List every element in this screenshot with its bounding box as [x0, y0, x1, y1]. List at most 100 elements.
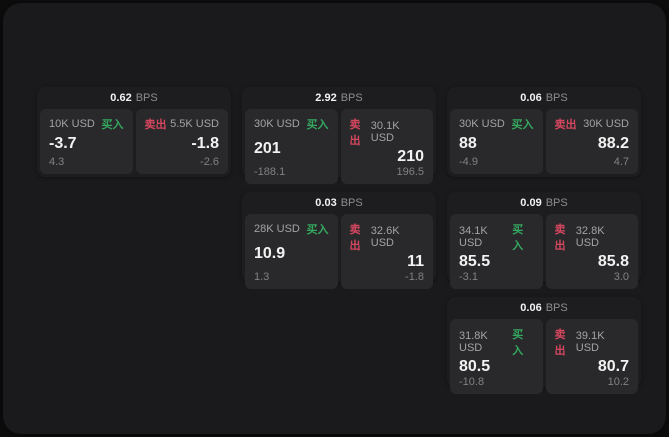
- quote-panels: 10K USD 买入 -3.7 4.3 卖出 5.5K USD -1.8 -2.…: [37, 109, 231, 177]
- sell-label: 卖出: [554, 329, 566, 357]
- sell-price: 80.7: [597, 358, 629, 375]
- sell-quote-panel[interactable]: 卖出 32.8K USD 85.8 3.0: [545, 214, 638, 289]
- sell-amount: 5.5K USD: [170, 118, 219, 130]
- quote-card: 0.09 BPS 34.1K USD 买入 85.5 -3.1 卖出 32.8K…: [447, 192, 641, 289]
- buy-price: 85.5: [459, 253, 491, 270]
- buy-panel-header: 10K USD 买入: [49, 116, 124, 132]
- buy-price: 10.9: [254, 245, 286, 262]
- quote-card: 0.03 BPS 28K USD 买入 10.9 1.3 卖出 32.6K US…: [242, 192, 436, 289]
- bps-value: 0.62: [110, 92, 132, 104]
- trading-quote-board: 0.62 BPS 10K USD 买入 -3.7 4.3 卖出 5.5K USD…: [3, 3, 666, 434]
- buy-price: 88: [459, 135, 477, 152]
- quote-card: 2.92 BPS 30K USD 买入 201 -188.1 卖出 30.1K …: [242, 87, 436, 184]
- buy-panel-header: 34.1K USD 买入: [459, 221, 534, 253]
- quote-panels: 30K USD 买入 201 -188.1 卖出 30.1K USD 210 1…: [242, 109, 436, 187]
- sell-quote-panel[interactable]: 卖出 5.5K USD -1.8 -2.6: [135, 109, 228, 174]
- buy-delta: -3.1: [459, 271, 478, 283]
- buy-panel-header: 31.8K USD 买入: [459, 326, 534, 358]
- sell-quote-panel[interactable]: 卖出 30K USD 88.2 4.7: [545, 109, 638, 174]
- bps-value: 0.03: [315, 197, 337, 209]
- sell-delta: 3.0: [613, 271, 629, 283]
- bps-header: 0.03 BPS: [242, 192, 436, 214]
- sell-panel-header: 卖出 39.1K USD: [555, 326, 630, 358]
- sell-panel-header: 卖出 30.1K USD: [350, 116, 425, 148]
- bps-header: 0.09 BPS: [447, 192, 641, 214]
- sell-amount: 32.6K USD: [370, 225, 400, 249]
- quote-panels: 34.1K USD 买入 85.5 -3.1 卖出 32.8K USD 85.8…: [447, 214, 641, 292]
- buy-amount: 34.1K USD: [459, 225, 488, 249]
- bps-unit-label: BPS: [340, 197, 363, 209]
- buy-price: 80.5: [459, 358, 491, 375]
- sell-quote-panel[interactable]: 卖出 30.1K USD 210 196.5: [340, 109, 433, 184]
- quote-card: 0.62 BPS 10K USD 买入 -3.7 4.3 卖出 5.5K USD…: [37, 87, 231, 177]
- buy-amount: 28K USD: [254, 223, 300, 235]
- buy-amount: 30K USD: [254, 118, 300, 130]
- buy-panel-header: 28K USD 买入: [254, 221, 329, 237]
- buy-panel-header: 30K USD 买入: [459, 116, 534, 132]
- quote-panels: 31.8K USD 买入 80.5 -10.8 卖出 39.1K USD 80.…: [447, 319, 641, 397]
- sell-price: 210: [397, 148, 424, 165]
- bps-unit-label: BPS: [340, 92, 363, 104]
- sell-delta: 10.2: [607, 376, 629, 388]
- buy-delta: -188.1: [254, 166, 286, 178]
- bps-value: 0.09: [520, 197, 542, 209]
- bps-header: 0.06 BPS: [447, 297, 641, 319]
- sell-label: 卖出: [554, 119, 577, 131]
- sell-amount: 39.1K USD: [575, 330, 605, 354]
- buy-label: 买入: [306, 224, 329, 236]
- buy-amount: 10K USD: [49, 118, 95, 130]
- buy-delta: 1.3: [254, 271, 270, 283]
- buy-quote-panel[interactable]: 10K USD 买入 -3.7 4.3: [40, 109, 133, 174]
- bps-unit-label: BPS: [545, 302, 568, 314]
- quote-card: 0.06 BPS 30K USD 买入 88 -4.9 卖出 30K USD 8…: [447, 87, 641, 177]
- sell-amount: 32.8K USD: [575, 225, 605, 249]
- bps-unit-label: BPS: [545, 92, 568, 104]
- bps-value: 0.06: [520, 92, 542, 104]
- buy-delta: -10.8: [459, 376, 485, 388]
- buy-quote-panel[interactable]: 30K USD 买入 88 -4.9: [450, 109, 543, 174]
- bps-header: 0.62 BPS: [37, 87, 231, 109]
- sell-price: -1.8: [191, 135, 219, 152]
- sell-panel-header: 卖出 30K USD: [555, 116, 630, 132]
- buy-delta: -4.9: [459, 156, 478, 168]
- sell-panel-header: 卖出 32.8K USD: [555, 221, 630, 253]
- sell-label: 卖出: [144, 119, 167, 131]
- quote-panels: 28K USD 买入 10.9 1.3 卖出 32.6K USD 11 -1.8: [242, 214, 436, 292]
- bps-unit-label: BPS: [135, 92, 158, 104]
- bps-value: 2.92: [315, 92, 337, 104]
- buy-price: 201: [254, 140, 281, 157]
- buy-quote-panel[interactable]: 31.8K USD 买入 80.5 -10.8: [450, 319, 543, 394]
- sell-price: 85.8: [597, 253, 629, 270]
- sell-amount: 30K USD: [583, 118, 629, 130]
- buy-amount: 31.8K USD: [459, 330, 488, 354]
- sell-price: 88.2: [597, 135, 629, 152]
- buy-delta: 4.3: [49, 156, 65, 168]
- buy-quote-panel[interactable]: 28K USD 买入 10.9 1.3: [245, 214, 338, 289]
- buy-label: 买入: [512, 224, 524, 252]
- bps-header: 0.06 BPS: [447, 87, 641, 109]
- quote-panels: 30K USD 买入 88 -4.9 卖出 30K USD 88.2 4.7: [447, 109, 641, 177]
- sell-panel-header: 卖出 5.5K USD: [145, 116, 220, 132]
- quote-card: 0.06 BPS 31.8K USD 买入 80.5 -10.8 卖出 39.1…: [447, 297, 641, 394]
- sell-quote-panel[interactable]: 卖出 32.6K USD 11 -1.8: [340, 214, 433, 289]
- sell-delta: -1.8: [405, 271, 424, 283]
- buy-label: 买入: [512, 329, 524, 357]
- sell-price: 11: [407, 253, 424, 270]
- buy-quote-panel[interactable]: 34.1K USD 买入 85.5 -3.1: [450, 214, 543, 289]
- sell-delta: 196.5: [396, 166, 424, 178]
- sell-amount: 30.1K USD: [370, 120, 400, 144]
- bps-header: 2.92 BPS: [242, 87, 436, 109]
- buy-quote-panel[interactable]: 30K USD 买入 201 -188.1: [245, 109, 338, 184]
- buy-label: 买入: [511, 119, 534, 131]
- sell-label: 卖出: [554, 224, 566, 252]
- sell-quote-panel[interactable]: 卖出 39.1K USD 80.7 10.2: [545, 319, 638, 394]
- sell-delta: -2.6: [200, 156, 219, 168]
- buy-label: 买入: [101, 119, 124, 131]
- buy-panel-header: 30K USD 买入: [254, 116, 329, 132]
- buy-price: -3.7: [49, 135, 77, 152]
- bps-value: 0.06: [520, 302, 542, 314]
- buy-amount: 30K USD: [459, 118, 505, 130]
- bps-unit-label: BPS: [545, 197, 568, 209]
- sell-label: 卖出: [349, 224, 361, 252]
- buy-label: 买入: [306, 119, 329, 131]
